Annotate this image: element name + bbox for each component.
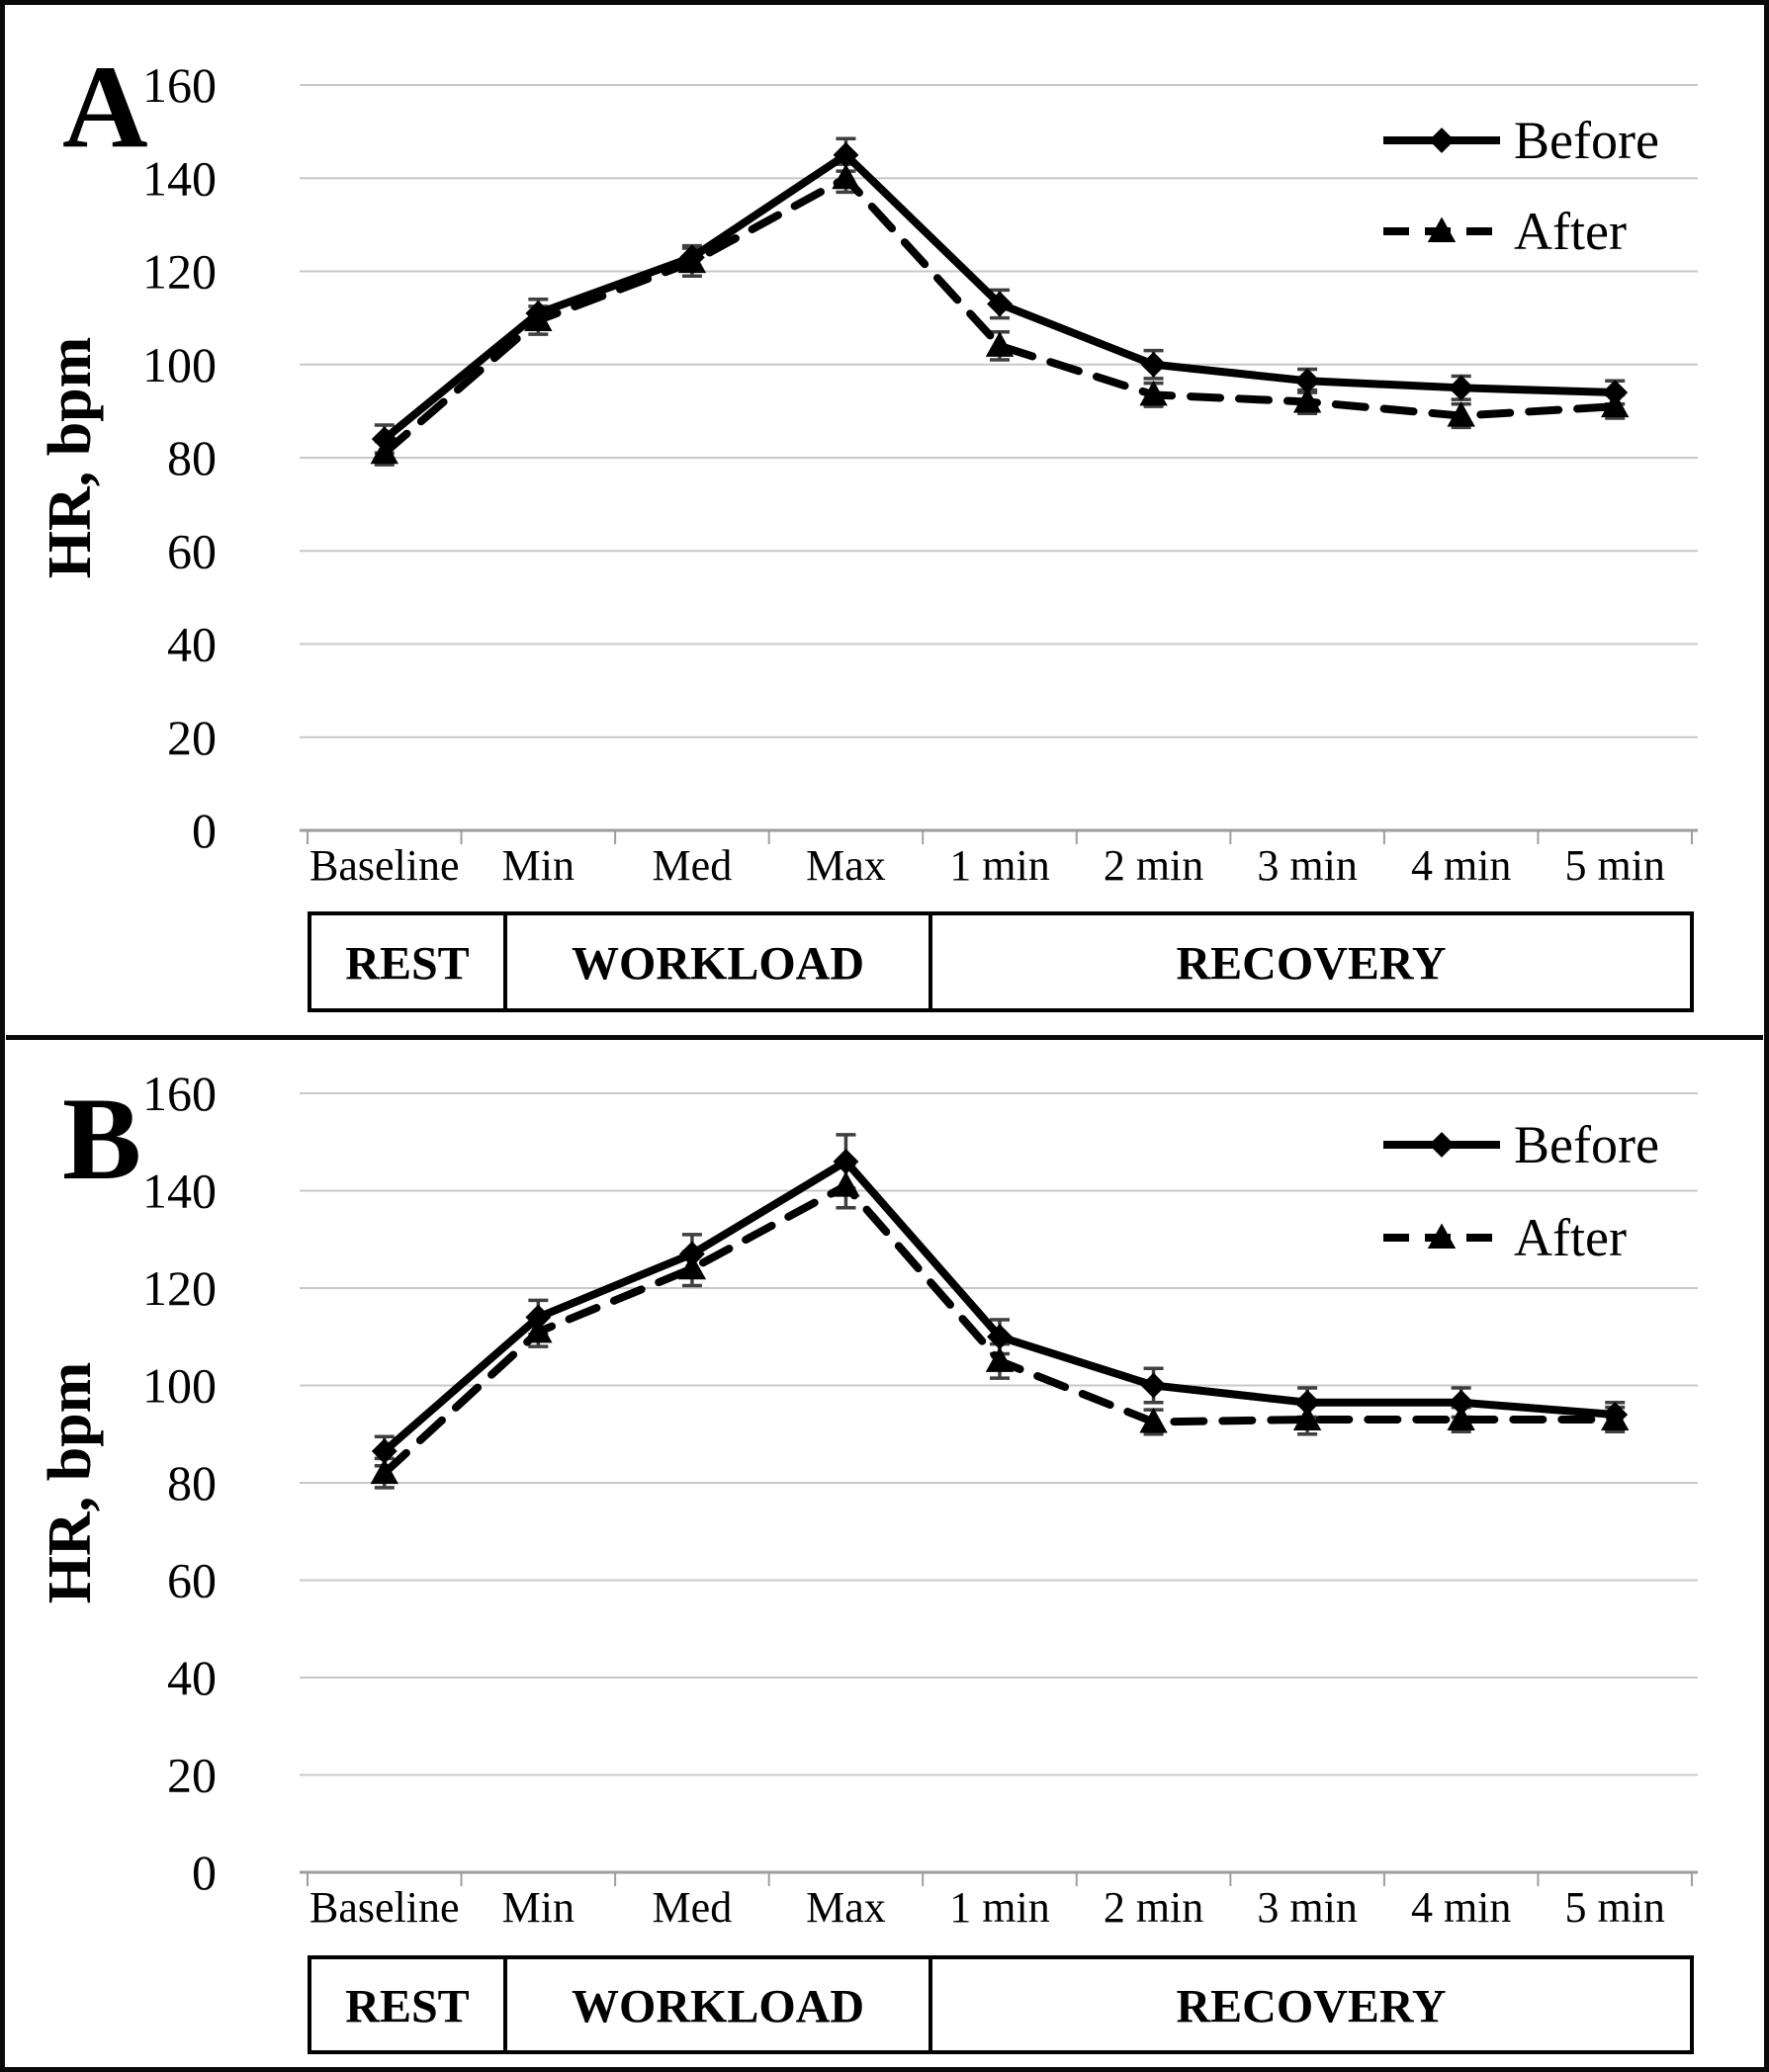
y-tick-label: 60 [167,523,217,578]
phase-box-recovery [929,911,1694,1012]
y-tick-label: 60 [167,1553,217,1608]
phase-box-rest [308,911,507,1012]
x-category-label: 1 min [949,841,1049,890]
phase-label-recovery: RECOVERY [1177,938,1447,991]
phase-label-workload: WORKLOAD [572,938,864,991]
series-after-marker-triangle [524,1317,553,1343]
y-tick-label: 0 [192,1845,217,1900]
legend-marker-triangle [1427,216,1457,242]
x-category-label: 3 min [1257,1883,1357,1932]
y-axis-title: HR, bpm [37,337,104,579]
x-category-label: 5 min [1564,1883,1664,1932]
series-line-after [380,173,1620,458]
legend: Before After [1383,111,1659,261]
series-after-marker-triangle [1601,1405,1630,1430]
series-line-before [380,1156,1620,1455]
y-tick-label: 160 [142,57,217,113]
panel-label: A [62,41,148,172]
series-after-marker-triangle [832,163,860,190]
series-after-marker-triangle [985,331,1015,357]
phase-bands: REST WORKLOAD RECOVERY [308,911,1694,1012]
panel-a-chart: 160 140 120 100 80 60 40 20 0 A HR, bpm Before After… [37,41,1698,1012]
phase-box-recovery [929,1955,1694,2054]
x-category-label: Baseline [310,841,460,890]
x-category-label: 3 min [1257,841,1357,890]
series-after-marker-triangle [524,305,553,331]
panel-b-chart: 160 140 120 100 80 60 40 20 0 B HR, bpm Before After… [37,1066,1698,2054]
y-tick-label: 140 [142,150,217,206]
x-category-label: 2 min [1104,841,1203,890]
x-category-label: 4 min [1411,841,1511,890]
y-tick-label: 140 [142,1164,217,1219]
panel-label: B [62,1073,141,1204]
phase-bands: REST WORKLOAD RECOVERY [308,1955,1694,2054]
y-tick-label: 100 [142,1358,217,1414]
y-tick-label: 80 [167,1455,217,1511]
series-after-marker-triangle [1139,380,1168,406]
legend-label-after: After [1514,1208,1627,1267]
phase-label-workload: WORKLOAD [572,1981,864,2033]
legend-marker-diamond [1429,128,1455,153]
y-tick-label: 40 [167,1650,217,1705]
y-tick-label: 0 [192,803,217,858]
panel-A: 160 140 120 100 80 60 40 20 0 A HR, bpm Before After… [11,10,1758,1033]
series-before-marker-diamond [987,291,1013,317]
phase-label-rest: REST [345,938,469,991]
series-after-marker-triangle [677,1253,707,1280]
y-axis-title: HR, bpm [37,1362,104,1604]
series-after-marker-triangle [370,1458,398,1485]
y-tick-label: 40 [167,617,217,672]
series-after-marker-triangle [1139,1407,1168,1433]
gridlines [300,84,1698,844]
legend-label-after: After [1514,202,1627,261]
x-category-label: 5 min [1564,841,1664,890]
series-after-marker-triangle [1292,1405,1322,1430]
y-tick-label: 160 [142,1066,217,1121]
y-tick-label: 120 [142,244,217,300]
series-before-marker-diamond [1140,1372,1167,1399]
x-category-label: 1 min [949,1883,1049,1932]
y-tick-label: 20 [167,1748,217,1803]
x-category-label: Max [806,841,886,890]
legend: Before After [1383,1115,1659,1267]
x-category-label: Min [502,1883,575,1932]
panel-B: 160 140 120 100 80 60 40 20 0 B HR, bpm Before After… [11,1042,1758,2065]
x-category-label: 4 min [1411,1883,1511,1932]
series-after-marker-triangle [370,438,398,465]
series-before-marker-diamond [1140,351,1167,378]
phase-label-rest: REST [345,1981,469,2033]
legend-marker-diamond [1429,1132,1455,1158]
phase-label-recovery: RECOVERY [1177,1981,1447,2033]
y-tick-label: 80 [167,430,217,485]
series-before-marker-diamond [1448,375,1474,401]
series-after-marker-triangle [1601,391,1630,418]
legend-label-before: Before [1514,1115,1659,1174]
panel-divider [6,1035,1763,1040]
legend-label-before: Before [1514,111,1659,170]
y-tick-label: 100 [142,337,217,392]
series-after-marker-triangle [677,247,707,274]
series-after-marker-triangle [832,1171,860,1197]
gridlines [300,1092,1698,1886]
series-after-marker-triangle [985,1346,1015,1372]
y-tick-label: 20 [167,710,217,765]
x-category-label: Med [653,841,733,890]
legend-marker-triangle [1427,1223,1457,1249]
x-category-label: Max [806,1883,886,1932]
series-after-marker-triangle [1447,401,1475,427]
x-category-label: Med [653,1883,733,1932]
y-tick-label: 120 [142,1260,217,1316]
series-after-marker-triangle [1292,387,1322,413]
series-after-marker-triangle [1447,1405,1475,1430]
x-category-label: Min [502,841,575,890]
x-category-label: Baseline [310,1883,460,1932]
x-category-label: 2 min [1104,1883,1203,1932]
phase-box-workload [503,911,932,1012]
